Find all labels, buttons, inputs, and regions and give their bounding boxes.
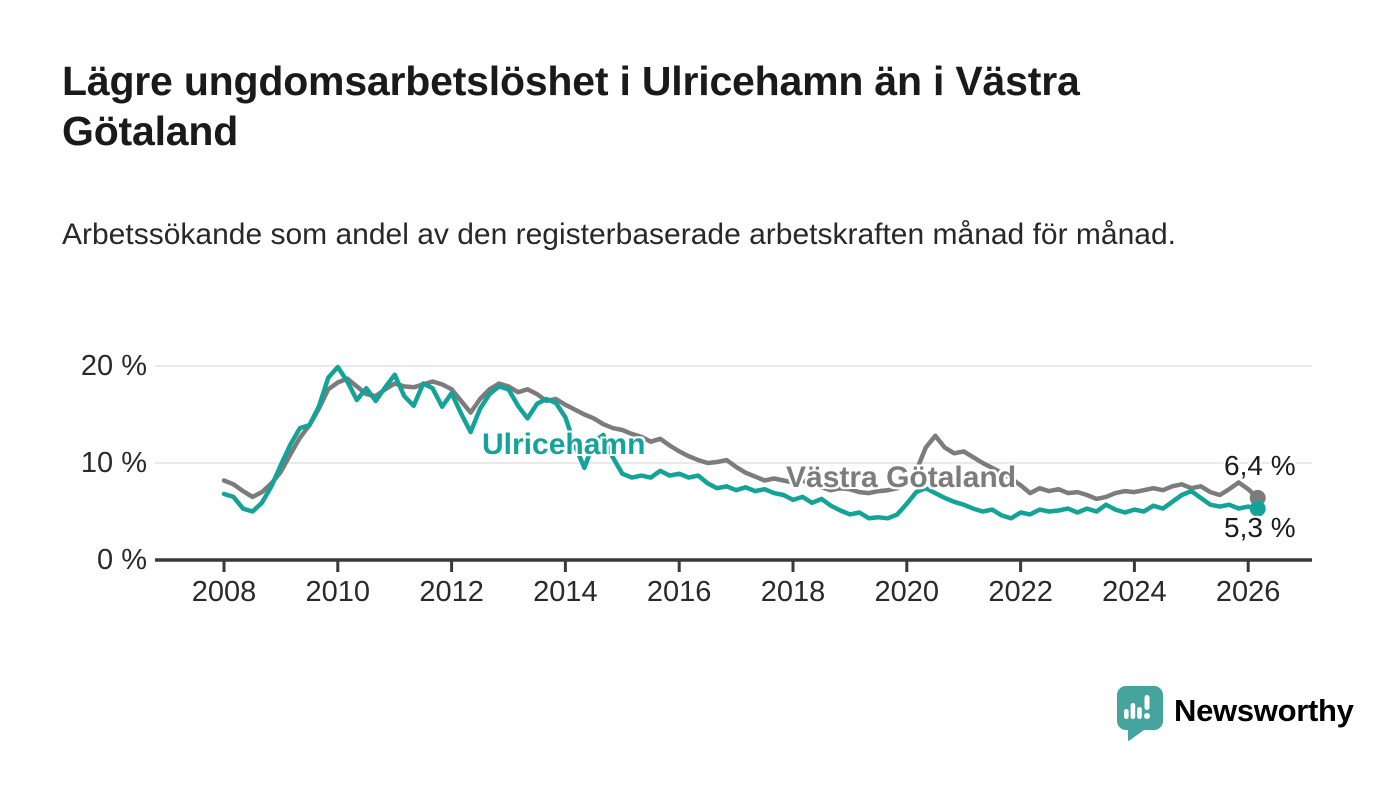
x-axis-label: 2022 [988, 576, 1053, 608]
x-axis-label: 2016 [646, 576, 712, 608]
end-value-vastra-gotaland: 6,4 % [1224, 450, 1296, 481]
series-label-vastra-gotaland: Västra Götaland [786, 461, 1017, 494]
series-endpoint-ulricehamn [1249, 500, 1266, 517]
x-axis-label: 2008 [191, 576, 257, 608]
x-axis-label: 2020 [874, 576, 940, 608]
x-axis-labels: 2008 2010 2012 2014 2016 2018 2020 2022 2024 2026 [0, 574, 1400, 614]
y-axis-label-20: 20 % [80, 350, 147, 382]
x-axis-label: 2014 [533, 576, 598, 608]
y-axis-label-10: 10 % [80, 447, 147, 479]
newsworthy-speech-bubble-icon [1117, 686, 1163, 741]
bar-icon-small [1124, 709, 1129, 719]
x-axis-label: 2018 [760, 576, 826, 608]
logo-text: Newsworthy [1174, 693, 1354, 728]
newsworthy-logo: Newsworthy [1113, 684, 1354, 744]
page-subtitle: Arbetssökande som andel av den registerb… [62, 218, 1176, 251]
exclamation-dot-icon [1144, 713, 1150, 719]
x-axis-label: 2024 [1102, 576, 1167, 608]
exclamation-icon [1144, 695, 1150, 710]
x-axis-label: 2010 [305, 576, 371, 608]
x-axis-label: 2012 [419, 576, 484, 608]
end-value-ulricehamn: 5,3 % [1224, 512, 1296, 543]
series-label-ulricehamn: Ulricehamn [482, 428, 646, 461]
bar-icon-medium [1137, 707, 1142, 719]
page-title: Lägre ungdomsarbetslöshet i Ulricehamn ä… [62, 58, 1080, 155]
series-line-vastra-gotaland [221, 376, 1260, 502]
y-axis-label-0: 0 % [97, 544, 147, 576]
series-line-ulricehamn [221, 364, 1260, 521]
bar-icon-tall [1130, 703, 1136, 719]
x-axis-label: 2026 [1215, 576, 1281, 608]
